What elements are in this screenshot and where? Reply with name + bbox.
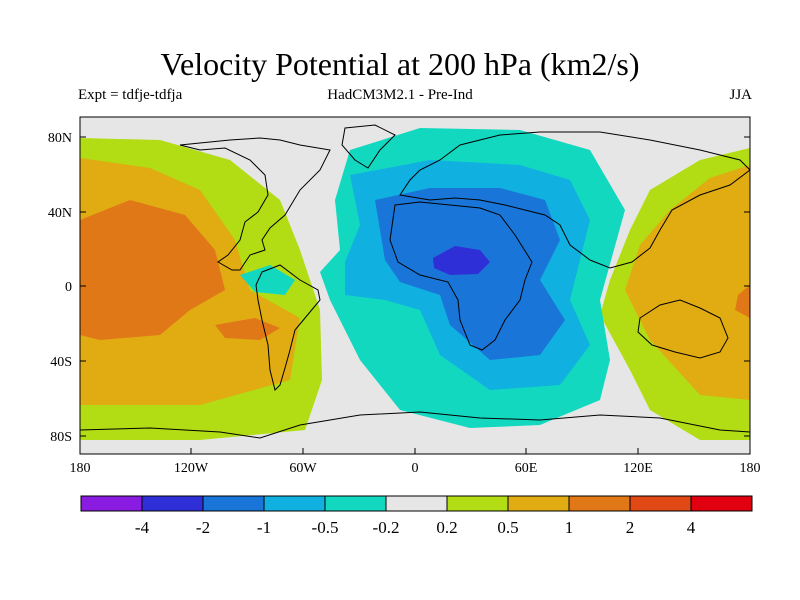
- colorbar-label: -0.2: [373, 518, 400, 537]
- colorbar-label: 4: [687, 518, 696, 537]
- colorbar-swatch: [507, 495, 570, 512]
- lat-label-80n: 80N: [48, 131, 72, 146]
- contour-pacific-1b: [215, 318, 280, 340]
- coast-north-america: [179, 137, 331, 271]
- coast-south-america: [255, 264, 321, 391]
- map-title: Velocity Potential at 200 hPa (km2/s): [160, 46, 640, 82]
- axis-ticks: [79, 136, 751, 454]
- lon-label-0: 0: [412, 461, 419, 476]
- contour-westpac-0-5: [625, 165, 750, 400]
- colorbar-swatch: [263, 495, 326, 512]
- lat-label-80s: 80S: [50, 430, 72, 445]
- coast-australia: [637, 299, 729, 359]
- colorbar-label: -2: [196, 518, 210, 537]
- contour-westpac-1: [735, 285, 750, 318]
- colorbar-swatch: [446, 495, 509, 512]
- colorbar: -4 -2 -1 -0.5 -0.2 0.2 0.5 1 2 4: [80, 495, 753, 537]
- colorbar-label: -4: [135, 518, 150, 537]
- lon-label-120e: 120E: [623, 461, 653, 476]
- contour-atlantic-neg-0-2: [240, 265, 295, 295]
- model-label: HadCM3M2.1 - Pre-Ind: [327, 87, 473, 103]
- lon-label-180-right: 180: [740, 461, 761, 476]
- colorbar-swatch: [629, 495, 692, 512]
- colorbar-label: -0.5: [312, 518, 339, 537]
- coast-eurasia: [399, 131, 750, 269]
- colorbar-label: -1: [257, 518, 271, 537]
- colorbar-swatch: [324, 495, 387, 512]
- coast-africa: [389, 201, 533, 351]
- contour-field: [80, 117, 750, 454]
- colorbar-label: 0.5: [497, 518, 518, 537]
- colorbar-swatch: [690, 495, 753, 512]
- colorbar-label: 0.2: [436, 518, 457, 537]
- colorbar-swatch: [141, 495, 204, 512]
- lat-label-40s: 40S: [50, 355, 72, 370]
- lon-label-180-left: 180: [70, 461, 91, 476]
- colorbar-label: 2: [626, 518, 635, 537]
- lon-label-60w: 60W: [289, 461, 317, 476]
- colorbar-swatch: [202, 495, 265, 512]
- colorbar-label: 1: [565, 518, 574, 537]
- lon-label-60e: 60E: [515, 461, 538, 476]
- contour-pacific-1: [80, 200, 225, 340]
- lon-label-120w: 120W: [174, 461, 209, 476]
- contour-africa-neg-2: [433, 246, 490, 275]
- coast-greenland: [341, 124, 396, 169]
- lat-label-0: 0: [65, 280, 72, 295]
- experiment-label: Expt = tdfje-tdfja: [78, 87, 183, 103]
- colorbar-swatch: [80, 495, 143, 512]
- coast-antarctica: [80, 411, 750, 439]
- colorbar-swatch: [568, 495, 631, 512]
- season-label: JJA: [729, 87, 752, 103]
- lat-label-40n: 40N: [48, 206, 72, 221]
- colorbar-swatch: [385, 495, 448, 512]
- coastlines: [80, 124, 750, 439]
